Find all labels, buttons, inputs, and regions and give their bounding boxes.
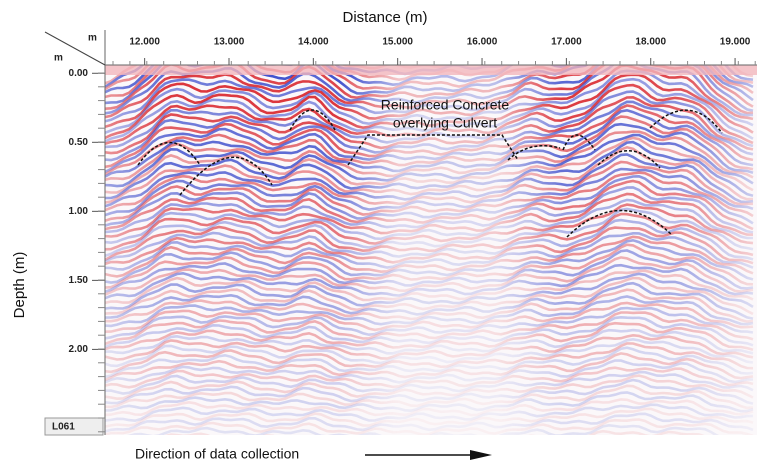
reflection-band <box>105 263 754 300</box>
reflection-band <box>105 418 754 435</box>
x-unit: m <box>88 33 97 44</box>
footer: Direction of data collection <box>135 446 299 462</box>
reflection-band <box>105 65 754 94</box>
reflection-band <box>105 171 754 222</box>
reflection-band <box>105 122 754 178</box>
annotation: Reinforced Concrete <box>381 97 510 113</box>
y-tick-label: 1.00 <box>69 206 89 217</box>
line-id-box <box>44 417 104 436</box>
reflection-band <box>105 311 754 346</box>
reflection-band <box>105 133 754 188</box>
reflection-band <box>105 333 754 361</box>
reflection-band <box>105 235 754 278</box>
x-tick-label: 19.000 <box>720 37 751 48</box>
x-tick-label: 14.000 <box>298 37 329 48</box>
reflection-band <box>105 407 754 428</box>
line-id: L061 <box>52 422 75 433</box>
reflection-annotations <box>137 109 723 238</box>
reflection-band <box>105 412 754 433</box>
reflection-band <box>105 218 754 264</box>
direction-arrow-head <box>470 450 492 460</box>
reflection-band <box>105 243 754 289</box>
reflection-band <box>105 366 754 389</box>
reflection-band <box>105 249 754 293</box>
x-tick-label: 18.000 <box>635 37 666 48</box>
reflection-band <box>105 73 754 140</box>
surface-band <box>105 65 757 75</box>
reflection-band <box>105 269 754 305</box>
reflection-band <box>105 108 754 174</box>
reflection-band <box>105 83 754 145</box>
reflection-band <box>105 192 754 238</box>
reflection-band <box>105 231 754 271</box>
reflection-band <box>105 160 753 212</box>
reflection-band <box>105 384 754 410</box>
annotation: overlying Culvert <box>393 115 497 131</box>
reflection-band <box>105 306 754 340</box>
reflection-band <box>105 198 753 245</box>
reflection-band <box>105 321 754 351</box>
reflection-band <box>105 179 754 231</box>
reflection-band <box>105 167 754 217</box>
reflection-band <box>105 337 754 368</box>
y-tick-label: 2.00 <box>69 344 89 355</box>
reflection-band <box>105 174 754 227</box>
y-tick-label: 1.50 <box>69 275 89 286</box>
x-tick-label: 17.000 <box>551 37 582 48</box>
reflection-band <box>105 115 754 176</box>
reflection-band <box>105 359 753 384</box>
reflection-band <box>105 186 754 234</box>
x-tick-label: 13.000 <box>214 37 245 48</box>
reflection-band <box>105 226 754 266</box>
reflection-band <box>105 100 754 162</box>
reflection-band <box>105 65 754 105</box>
reflection-band <box>105 104 754 169</box>
reflection-band <box>105 403 754 423</box>
reflection-band <box>127 423 720 435</box>
reflection-band <box>105 238 754 284</box>
reflection-band <box>105 153 754 208</box>
reflection-band <box>105 328 754 355</box>
reflection-band <box>105 145 754 204</box>
reflection-band <box>105 95 754 155</box>
reflection-band <box>105 352 754 382</box>
reflection-band <box>105 370 754 395</box>
reflection-band <box>105 315 754 349</box>
reflection-band <box>105 342 754 374</box>
reflection-band <box>105 391 754 413</box>
x-tick-label: 15.000 <box>382 37 413 48</box>
x-tick-label: 16.000 <box>467 37 498 48</box>
reflection-band <box>105 203 754 251</box>
reflection-band <box>105 65 754 99</box>
y-tick-label: 0.00 <box>69 68 89 79</box>
reflection-band <box>105 212 754 262</box>
y-unit: m <box>54 53 63 64</box>
reflection-band <box>105 136 754 194</box>
reflection-band <box>105 65 754 119</box>
reflection-band <box>105 130 754 181</box>
reflection-band <box>105 256 754 296</box>
reflection-band <box>105 374 754 401</box>
x-axis-title: Distance (m) <box>342 9 427 26</box>
x-tick-label: 12.000 <box>129 37 160 48</box>
reflection-band <box>105 281 754 320</box>
reflection-band <box>105 288 754 323</box>
reflection-band <box>105 140 754 200</box>
reflection-band <box>105 378 754 405</box>
y-axis-title: Depth (m) <box>11 252 28 319</box>
reflection-band <box>105 398 754 417</box>
y-tick-label: 0.50 <box>69 137 89 148</box>
reflection-band <box>105 207 754 258</box>
reflection-band <box>105 77 754 143</box>
reflection-band <box>105 272 754 310</box>
corner-diagonal <box>44 31 106 66</box>
reflection-band <box>105 346 754 379</box>
reflection-band <box>105 301 754 333</box>
reflection-band <box>105 276 754 316</box>
reflection-band <box>105 295 754 328</box>
